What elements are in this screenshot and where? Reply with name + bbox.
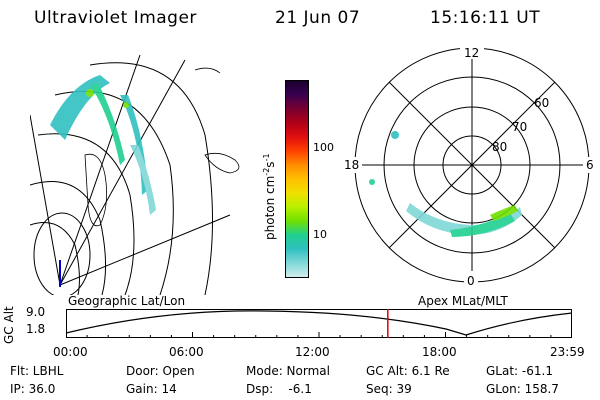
info-door: Door: Open — [126, 364, 195, 378]
polar-label-12: 12 — [464, 46, 479, 60]
time-label-0000: 00:00 — [53, 345, 88, 359]
image-title: Ultraviolet Imager — [34, 8, 197, 28]
time-label-1200: 12:00 — [295, 345, 330, 359]
gc-alt-top-value: 9.0 — [26, 305, 46, 319]
info-glat: GLat: -61.1 — [486, 364, 553, 378]
time-label-2359: 23:59 — [550, 345, 585, 359]
info-glon: GLon: 158.7 — [486, 382, 559, 396]
polar-plot: 12 0 18 6 60 70 80 — [340, 45, 597, 288]
geographic-map — [30, 55, 240, 295]
aurora-emission — [50, 75, 156, 215]
time-label-1800: 18:00 — [422, 345, 457, 359]
info-mode: Mode: Normal — [246, 364, 330, 378]
colorbar-tick-10: 10 — [313, 228, 327, 241]
image-time: 15:16:11 UT — [430, 8, 541, 28]
colorbar-gradient — [286, 81, 308, 277]
info-flt: Flt: LBHL — [10, 364, 64, 378]
info-gain: Gain: 14 — [126, 382, 177, 396]
info-gcalt: GC Alt: 6.1 Re — [366, 364, 450, 378]
timeline-left-title: Geographic Lat/Lon — [68, 294, 186, 308]
unit-exp2: -1 — [262, 153, 271, 162]
colorbar-unit-label: photon cm-2s-1 — [262, 153, 277, 240]
polar-label-6: 6 — [586, 158, 594, 172]
timeline-right-title: Apex MLat/MLT — [418, 294, 508, 308]
lat-label-60: 60 — [534, 96, 549, 110]
unit-s: s — [263, 161, 277, 168]
info-seq: Seq: 39 — [366, 382, 412, 396]
colorbar — [285, 80, 309, 278]
gc-alt-bottom-value: 1.8 — [26, 322, 46, 336]
polar-label-18: 18 — [344, 158, 359, 172]
lat-label-70: 70 — [512, 120, 527, 134]
polar-aurora — [369, 131, 522, 237]
unit-exp: -2 — [262, 167, 271, 176]
time-label-0600: 06:00 — [169, 345, 204, 359]
unit-text: photon cm — [263, 175, 277, 240]
gc-alt-axis-label: GC Alt — [2, 306, 16, 344]
image-date: 21 Jun 07 — [275, 8, 361, 28]
info-dsp: Dsp: -6.1 — [246, 382, 312, 396]
gc-alt-timeline — [66, 309, 572, 338]
info-ip: IP: 36.0 — [10, 382, 56, 396]
lat-label-80: 80 — [492, 140, 507, 154]
polar-label-0: 0 — [467, 274, 475, 288]
colorbar-tick-100: 100 — [313, 141, 334, 154]
